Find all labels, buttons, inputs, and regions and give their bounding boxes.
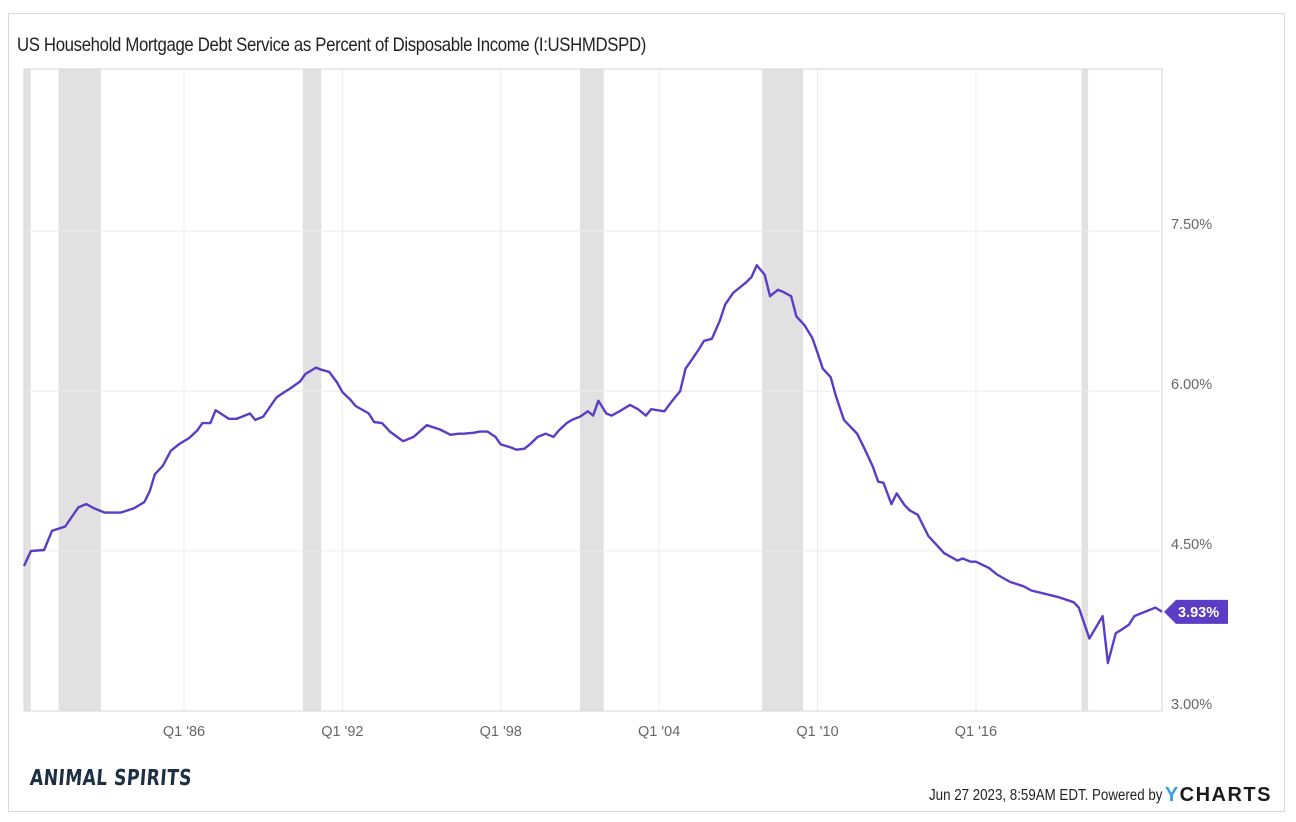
x-tick-label: Q1 '10 <box>796 724 838 740</box>
x-axis: Q1 '86 Q1 '92 Q1 '98 Q1 '04 Q1 '10 Q1 '16 <box>163 724 997 740</box>
y-tick-label: 6.00% <box>1171 377 1212 393</box>
recession-band <box>302 69 322 711</box>
recession-band <box>58 69 101 711</box>
y-tick-label: 7.50% <box>1171 217 1212 233</box>
chart-title: US Household Mortgage Debt Service as Pe… <box>17 34 646 56</box>
y-tick-label: 3.00% <box>1171 697 1212 713</box>
ycharts-logo-text: CHARTS <box>1179 784 1272 806</box>
recession-band <box>762 69 803 711</box>
x-tick-label: Q1 '92 <box>321 724 363 740</box>
plot-frame <box>23 68 1163 712</box>
series-line-ushmdspd <box>22 264 1163 665</box>
x-tick-label: Q1 '86 <box>163 724 205 740</box>
recession-band <box>24 69 31 711</box>
recession-band <box>1081 69 1089 711</box>
x-tick-label: Q1 '98 <box>480 724 522 740</box>
ycharts-logo-y: Y <box>1164 784 1180 806</box>
recession-band <box>579 69 604 711</box>
ycharts-logo[interactable]: Y CHARTS <box>1165 784 1272 807</box>
last-value-label-bg <box>1164 599 1228 624</box>
last-value-label: 3.93% <box>1164 599 1228 624</box>
recession-shading-group <box>24 69 1089 711</box>
last-value-label-text: 3.93% <box>1178 605 1219 621</box>
gridlines-group <box>24 69 1162 711</box>
x-tick-label: Q1 '04 <box>638 724 680 740</box>
x-tick-label: Q1 '16 <box>955 724 997 740</box>
y-axis: 3.00% 4.50% 6.00% 7.50% <box>1171 217 1212 713</box>
y-tick-label: 4.50% <box>1171 537 1212 553</box>
animal-spirits-logo: ANIMAL SPIRITS <box>28 766 193 791</box>
timestamp-text: Jun 27 2023, 8:59AM EDT. Powered by <box>929 786 1163 804</box>
footer: Jun 27 2023, 8:59AM EDT. Powered by Y CHA… <box>891 784 1272 807</box>
